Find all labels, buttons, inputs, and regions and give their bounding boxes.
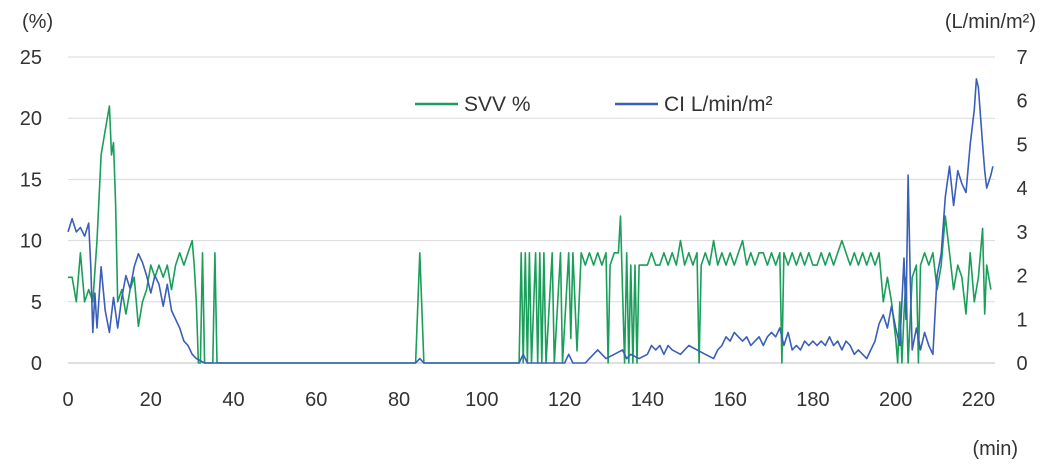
legend: SVV % CI L/min/m² [415,93,773,116]
x-axis-unit: (min) [972,438,1018,460]
left-axis-ticks: 0 5 10 15 20 25 [20,47,42,375]
x-tick-label: 120 [548,389,581,411]
x-tick-label: 20 [140,389,162,411]
right-tick-label: 2 [1016,266,1027,288]
x-tick-label: 40 [222,389,244,411]
right-tick-label: 3 [1016,222,1027,244]
left-tick-label: 20 [20,108,42,130]
x-axis-ticks: 0 20 40 60 80 100 120 140 160 180 200 220 [62,389,995,411]
gridlines [68,56,995,364]
right-tick-label: 5 [1016,134,1027,156]
x-tick-label: 160 [713,389,746,411]
x-tick-label: 140 [631,389,664,411]
x-tick-label: 200 [879,389,912,411]
right-axis-ticks: 0 1 2 3 4 5 6 7 [1016,47,1027,375]
x-tick-label: 180 [796,389,829,411]
x-tick-label: 0 [62,389,73,411]
right-tick-label: 0 [1016,353,1027,375]
right-tick-label: 7 [1016,47,1027,69]
left-tick-label: 15 [20,169,42,191]
legend-label-svv: SVV % [464,93,531,116]
left-tick-label: 10 [20,231,42,253]
series-lines [67,78,994,364]
x-tick-label: 80 [388,389,410,411]
series-line-svv [68,105,992,364]
left-tick-label: 5 [31,292,42,314]
right-tick-label: 6 [1016,91,1027,113]
right-tick-label: 1 [1016,309,1027,331]
right-tick-label: 4 [1016,178,1027,200]
left-axis-unit: (%) [22,11,53,33]
x-tick-label: 100 [465,389,498,411]
legend-label-ci: CI L/min/m² [664,93,773,116]
left-tick-label: 25 [20,47,42,69]
left-tick-label: 0 [31,353,42,375]
series-line-ci [67,78,994,364]
x-tick-label: 220 [962,389,995,411]
x-tick-label: 60 [305,389,327,411]
right-axis-unit: (L/min/m²) [945,11,1036,33]
